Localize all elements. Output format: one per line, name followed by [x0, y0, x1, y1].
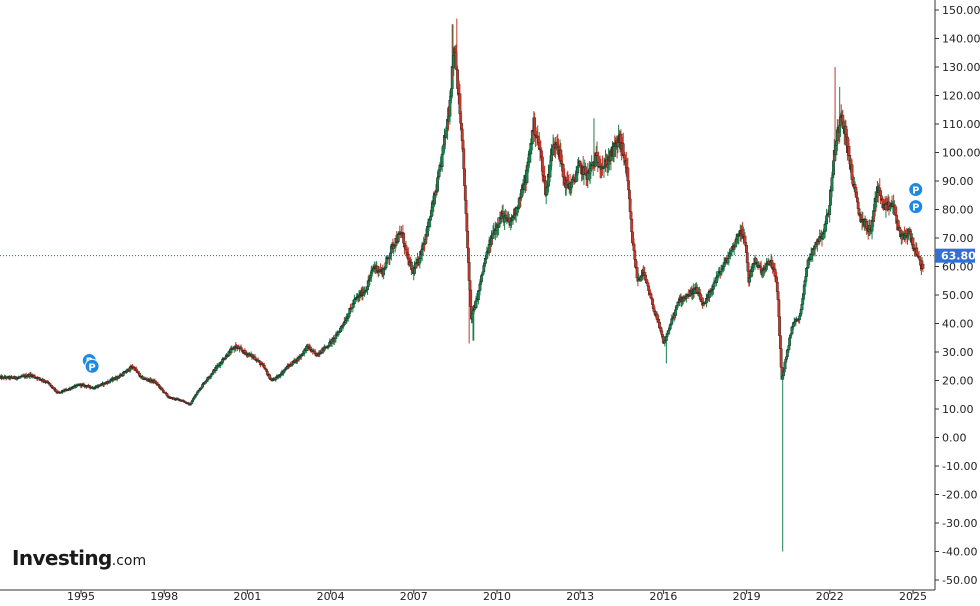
time-tick-label: 1998 [150, 590, 178, 602]
candle-body [201, 384, 205, 388]
candle-body [745, 252, 749, 263]
price-tick-label: 90.00 [942, 175, 974, 188]
candle-body [404, 245, 408, 250]
candle-body [561, 164, 565, 177]
event-marker-label: P [912, 186, 919, 197]
candle-body [778, 316, 782, 336]
event-marker [84, 358, 100, 374]
time-tick-label: 2016 [649, 590, 677, 602]
candle-body [779, 348, 783, 368]
candle-body [482, 265, 486, 273]
candle-body [776, 291, 780, 300]
candle-body [463, 185, 467, 201]
time-tick-label: 1995 [67, 590, 95, 602]
price-tick-label: -20.00 [942, 489, 977, 502]
candle-body [543, 175, 547, 181]
candle-body [388, 255, 392, 259]
candle-body [857, 208, 861, 215]
candle-body [668, 324, 672, 330]
time-tick-label: 2019 [733, 590, 761, 602]
candle-body [437, 169, 441, 177]
candle-body [621, 143, 625, 156]
price-tick-label: -50.00 [942, 574, 977, 587]
price-tick-label: 120.00 [942, 90, 980, 103]
price-tick-label: -40.00 [942, 546, 977, 559]
price-tick-label: 130.00 [942, 61, 980, 74]
candle-body [875, 196, 879, 203]
candle-body [631, 231, 634, 243]
logo-domain: .com [111, 553, 147, 569]
last-price-badge [935, 248, 975, 263]
price-tick-label: 20.00 [942, 375, 974, 388]
price-tick-label: 140.00 [942, 33, 980, 46]
investing-logo: Investing .com [12, 546, 146, 576]
candle-body [193, 396, 197, 398]
candle-body [497, 225, 500, 228]
time-tick-label: 2013 [566, 590, 594, 602]
candle-body [452, 55, 456, 68]
candle-body [41, 379, 45, 382]
candle-body [576, 167, 580, 174]
candle-body [783, 361, 787, 370]
candle-body [778, 335, 782, 349]
price-tick-label: 150.00 [942, 4, 980, 17]
candle-body [290, 363, 294, 366]
candle-body [426, 225, 429, 237]
price-tick-label: 30.00 [942, 346, 974, 359]
price-tick-label: -10.00 [942, 460, 977, 473]
time-tick-label: 2010 [483, 590, 511, 602]
candle-body [828, 205, 832, 215]
price-tick-label: 100.00 [942, 147, 980, 160]
time-tick-label: 2007 [400, 590, 428, 602]
time-tick-label: 2001 [233, 590, 261, 602]
event-marker [908, 182, 924, 198]
time-tick-label: 2022 [816, 590, 844, 602]
candle-body [572, 176, 576, 180]
candle-body [460, 128, 464, 141]
candle-body [268, 374, 272, 379]
candle-body [832, 160, 835, 176]
time-tick-label: 2004 [317, 590, 345, 602]
last-price-label: 63.80 [941, 250, 976, 263]
time-tick-label: 2025 [899, 590, 927, 602]
candle-body [782, 371, 785, 377]
price-tick-label: 110.00 [942, 118, 980, 131]
price-tick-label: 40.00 [942, 318, 974, 331]
price-tick-label: 50.00 [942, 289, 974, 302]
price-tick-label: 0.00 [942, 432, 967, 445]
event-marker [908, 199, 924, 215]
logo-wordmark: Investing [12, 546, 112, 570]
price-tick-label: 80.00 [942, 204, 974, 217]
candle-body [191, 399, 194, 402]
candle-body [559, 149, 563, 161]
candle-body [396, 233, 400, 242]
candle-body [469, 289, 473, 307]
candle-body [785, 349, 789, 358]
candle-body [785, 356, 788, 360]
candle-body [468, 280, 472, 291]
candle-body [921, 263, 925, 269]
event-marker-label: P [88, 362, 95, 373]
price-tick-label: 60.00 [942, 261, 974, 274]
candle-body [806, 259, 810, 268]
price-tick-label: 10.00 [942, 403, 974, 416]
candle-body [520, 189, 523, 198]
candle-body [784, 359, 788, 363]
candle-body [775, 281, 779, 292]
candle-body [87, 385, 91, 388]
event-marker-label: P [912, 203, 919, 214]
candle-body [478, 283, 482, 291]
candle-body [634, 259, 637, 268]
price-tick-label: 70.00 [942, 232, 974, 245]
price-tick-label: -30.00 [942, 517, 977, 530]
